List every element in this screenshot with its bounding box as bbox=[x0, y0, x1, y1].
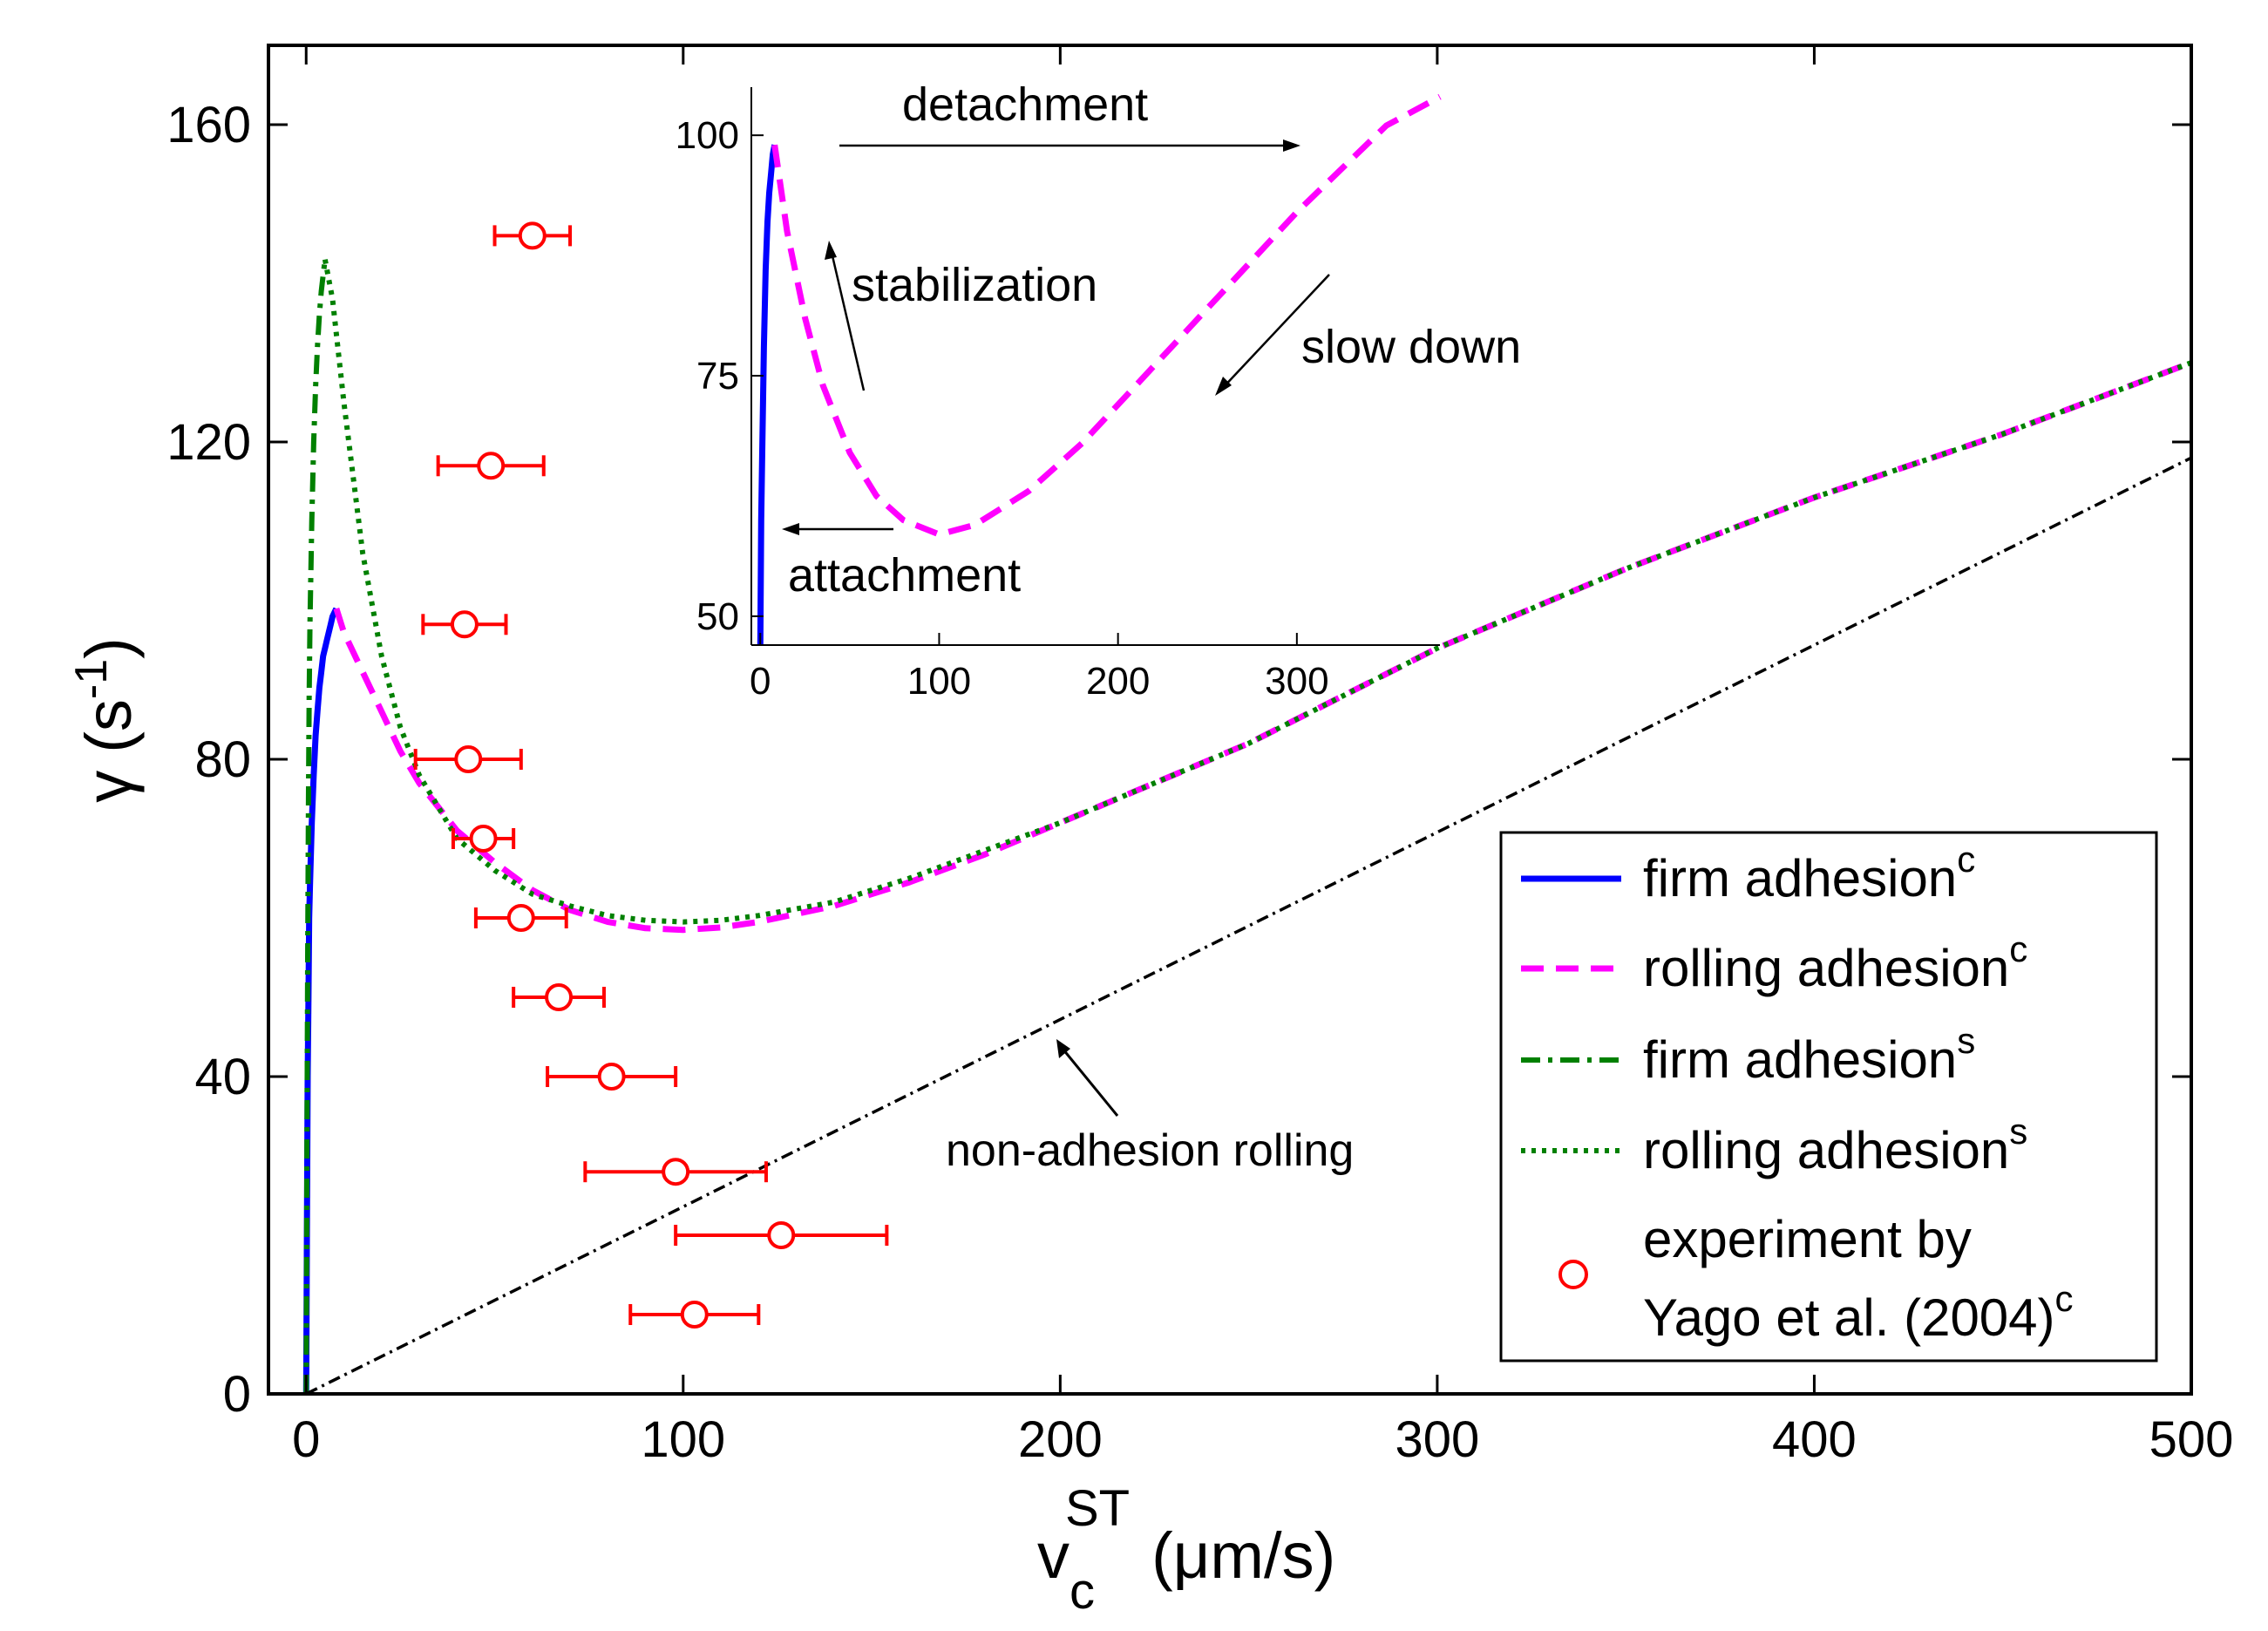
x-tick-label-300: 300 bbox=[1395, 1411, 1480, 1468]
experiment-errorbars-layer bbox=[413, 221, 889, 1329]
y-tick-label-0: 0 bbox=[223, 1366, 251, 1423]
series-rolling-adhesion-s bbox=[322, 259, 2193, 925]
inset-arrow-stabilization bbox=[829, 248, 866, 391]
experiment-point-6 bbox=[545, 983, 574, 1011]
legend-label-firm-adhesion-s-sup: s bbox=[1957, 1020, 1975, 1061]
experiment-point-7 bbox=[597, 1063, 626, 1091]
legend-label-firm-adhesion-c: firm adhesionc bbox=[1643, 839, 1975, 907]
inset-arrowhead-detachment bbox=[1283, 139, 1300, 152]
inset-y-tick-label-50: 50 bbox=[696, 595, 739, 638]
legend-label-firm-adhesion-s: firm adhesions bbox=[1643, 1020, 1975, 1089]
experiment-point-5 bbox=[506, 904, 535, 932]
inset-chart: 0 100 200 300 50 75 100 detachment stabilizati… bbox=[676, 78, 1522, 703]
inset-x-tick-label-100: 100 bbox=[907, 660, 971, 703]
annotation-non-adhesion-arrow bbox=[1057, 1043, 1119, 1117]
inset-ticks-layer: 0 100 200 300 50 75 100 bbox=[676, 114, 1329, 703]
legend-label-experiment-line2-text: Yago et al. (2004) bbox=[1643, 1288, 2055, 1347]
plot-frame bbox=[267, 44, 2193, 1396]
inset-x-tick-label-0: 0 bbox=[750, 660, 771, 703]
legend-label-rolling-adhesion-s: rolling adhesions bbox=[1643, 1111, 2027, 1179]
y-tick-label-80: 80 bbox=[194, 731, 251, 788]
inset-annotation-attachment: attachment bbox=[788, 549, 1021, 601]
y-axis-title: γ (s-1) bbox=[66, 637, 145, 803]
inset-annotation-detachment: detachment bbox=[902, 78, 1148, 131]
legend-label-rolling-adhesion-c-text: rolling adhesion bbox=[1643, 939, 2009, 997]
y-axis-title-base: γ bbox=[72, 771, 145, 803]
y-tick-label-120: 120 bbox=[166, 414, 251, 471]
experiment-point-0 bbox=[518, 221, 547, 250]
inset-series-firm-adhesion bbox=[757, 144, 778, 646]
legend-label-rolling-adhesion-c-sup: c bbox=[2009, 928, 2027, 969]
experiment-point-10 bbox=[680, 1301, 709, 1329]
legend-label-experiment-line2: Yago et al. (2004)c bbox=[1643, 1278, 2074, 1347]
legend-label-firm-adhesion-c-text: firm adhesion bbox=[1643, 849, 1957, 907]
x-axis-title-sup: ST bbox=[1065, 1480, 1130, 1537]
x-axis-title: vc ST (μm/s) bbox=[1037, 1480, 1335, 1620]
y-axis-title-unit-open: (s bbox=[72, 699, 145, 753]
inset-arrow-slow-down bbox=[1219, 274, 1330, 391]
legend-label-experiment-line1: experiment by bbox=[1643, 1210, 1972, 1268]
inset-arrowhead-attachment bbox=[782, 523, 799, 535]
legend-label-rolling-adhesion-s-text: rolling adhesion bbox=[1643, 1121, 2009, 1179]
series-non-adhesion-rolling bbox=[305, 456, 2192, 1396]
series-rolling-adhesion-c bbox=[333, 359, 2193, 934]
legend-label-firm-adhesion-c-sup: c bbox=[1957, 839, 1975, 880]
legend-marker-experiment bbox=[1558, 1260, 1588, 1289]
experiment-point-3 bbox=[454, 745, 483, 773]
experiment-point-9 bbox=[767, 1221, 796, 1249]
x-tick-label-0: 0 bbox=[292, 1411, 320, 1468]
annotation-non-adhesion-arrowhead bbox=[1056, 1039, 1070, 1058]
inset-x-tick-label-300: 300 bbox=[1265, 660, 1328, 703]
inset-x-tick-label-200: 200 bbox=[1086, 660, 1150, 703]
inset-annotation-stabilization: stabilization bbox=[852, 259, 1097, 311]
legend-label-experiment-sup: c bbox=[2055, 1278, 2074, 1319]
inset-background bbox=[751, 87, 1440, 645]
legend-label-rolling-adhesion-s-sup: s bbox=[2009, 1111, 2027, 1152]
experiment-point-1 bbox=[477, 452, 506, 480]
legend-box bbox=[1499, 831, 2158, 1363]
x-tick-label-400: 400 bbox=[1772, 1411, 1857, 1468]
x-tick-label-200: 200 bbox=[1018, 1411, 1103, 1468]
y-tick-label-160: 160 bbox=[166, 97, 251, 153]
inset-y-tick-label-75: 75 bbox=[696, 355, 739, 398]
inset-series-layer bbox=[757, 93, 1442, 646]
inset-arrowhead-stabilization bbox=[825, 241, 837, 260]
experiment-point-8 bbox=[662, 1158, 690, 1186]
legend-label-rolling-adhesion-c: rolling adhesionc bbox=[1643, 928, 2027, 997]
experiment-point-2 bbox=[450, 610, 479, 639]
inset-annotation-slow-down: slow down bbox=[1301, 321, 1521, 373]
y-tick-label-40: 40 bbox=[194, 1049, 251, 1105]
x-axis-title-sub: c bbox=[1069, 1563, 1095, 1620]
annotation-non-adhesion: non-adhesion rolling bbox=[946, 1039, 1354, 1176]
legend: firm adhesionc rolling adhesionc firm ad… bbox=[1499, 831, 2158, 1363]
y-axis-title-unit-close: ) bbox=[72, 637, 145, 659]
inset-y-tick-label-100: 100 bbox=[676, 114, 739, 157]
inset-series-rolling-adhesion bbox=[771, 93, 1442, 538]
x-axis-title-unit: (μm/s) bbox=[1151, 1519, 1335, 1592]
x-axis-title-base: v bbox=[1037, 1519, 1069, 1592]
inset-arrowhead-slow-down bbox=[1215, 377, 1232, 396]
x-tick-label-500: 500 bbox=[2149, 1411, 2234, 1468]
main-series-layer bbox=[302, 259, 2193, 1396]
experiment-point-4 bbox=[469, 825, 498, 853]
y-axis-title-sup: -1 bbox=[66, 659, 117, 699]
series-firm-adhesion-s bbox=[303, 259, 328, 1395]
legend-label-firm-adhesion-s-text: firm adhesion bbox=[1643, 1030, 1957, 1089]
annotation-non-adhesion-label: non-adhesion rolling bbox=[946, 1125, 1354, 1176]
x-tick-label-100: 100 bbox=[641, 1411, 725, 1468]
